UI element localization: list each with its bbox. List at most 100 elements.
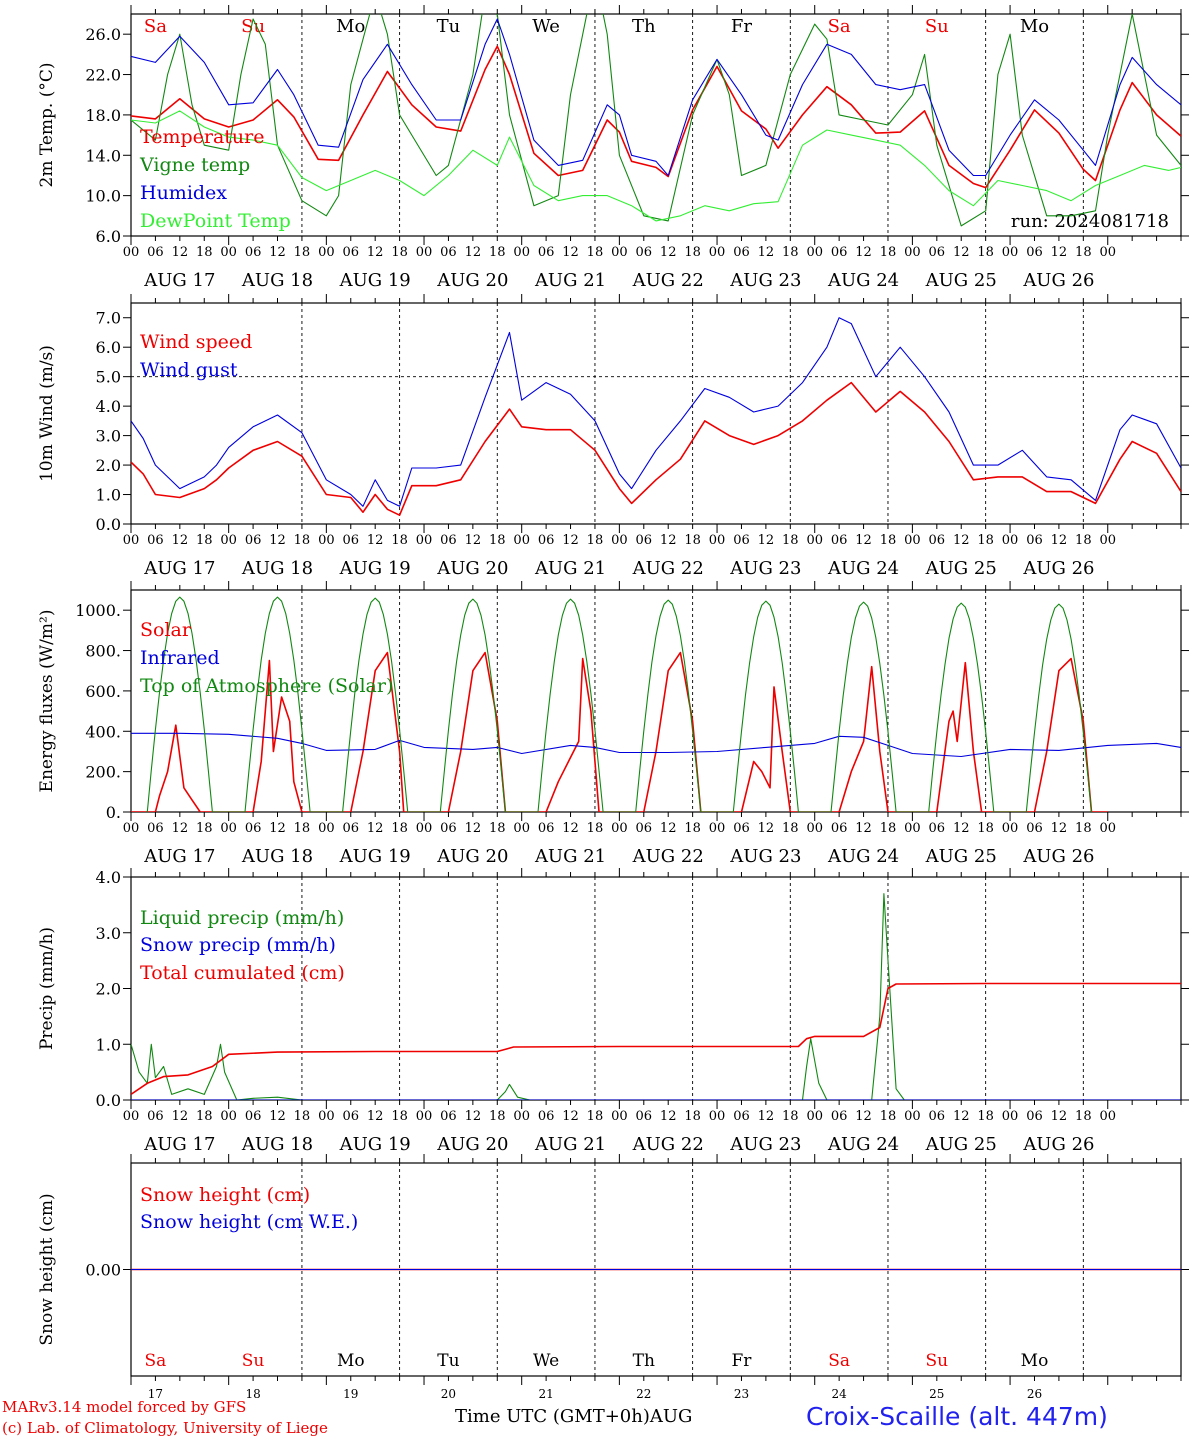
legend-snow-precip-mm-h: Snow precip (mm/h) (140, 934, 336, 956)
hour-label: 12 (855, 245, 872, 260)
hour-label: 00 (709, 245, 726, 260)
series-top-of-atmosphere-solar-line (146, 596, 1093, 812)
date-label: AUG 24 (827, 1134, 899, 1155)
hour-label: 18 (489, 821, 506, 836)
hour-label: 00 (416, 245, 433, 260)
hour-label: 06 (538, 533, 555, 548)
weekday-label: Sa (828, 16, 851, 37)
date-label: AUG 25 (925, 558, 997, 579)
hour-label: 12 (172, 1109, 189, 1124)
date-label: AUG 20 (436, 1134, 508, 1155)
hour-label: 00 (806, 1109, 823, 1124)
hour-label: 00 (1002, 821, 1019, 836)
hour-label: 12 (660, 533, 677, 548)
legend-snow-height-cm-w-e: Snow height (cm W.E.) (140, 1211, 358, 1233)
hour-label: 12 (660, 821, 677, 836)
hour-label: 00 (318, 1109, 335, 1124)
weekday-label: Th (632, 16, 656, 37)
hour-label: 12 (855, 533, 872, 548)
date-label: AUG 26 (1022, 846, 1094, 867)
hour-label: 06 (245, 533, 262, 548)
hour-label: 12 (367, 821, 384, 836)
date-label: AUG 21 (534, 558, 606, 579)
hour-label: 00 (416, 821, 433, 836)
legend-top-of-atmosphere-solar: Top of Atmosphere (Solar) (140, 675, 393, 697)
date-label: AUG 22 (632, 846, 704, 867)
panel-2: 0.0 1.0 2.0 3.0 4.0 5.0 6.0 7.0 10m Wind (m/s) 00… (37, 294, 1189, 579)
date-label: AUG 25 (925, 270, 997, 291)
series-wind-speed-line (131, 381, 1181, 516)
y-axis-title: 2m Temp. (°C) (37, 62, 57, 187)
hour-label: 06 (929, 821, 946, 836)
hour-label: 18 (684, 533, 701, 548)
date-label: AUG 18 (241, 558, 313, 579)
hour-label: 18 (294, 533, 311, 548)
hour-label: 12 (953, 245, 970, 260)
hour-label: 12 (1051, 245, 1068, 260)
hour-label: 06 (929, 245, 946, 260)
y-tick-label: 5.0 (96, 368, 121, 387)
date-label: AUG 20 (436, 270, 508, 291)
y-tick-label: 800. (85, 642, 121, 661)
date-label: AUG 26 (1022, 270, 1094, 291)
hour-label: 00 (1002, 533, 1019, 548)
hour-label: 18 (391, 533, 408, 548)
hour-label: 06 (636, 821, 653, 836)
y-tick-label: 400. (85, 722, 121, 741)
hour-label: 06 (733, 245, 750, 260)
hour-label: 00 (416, 1109, 433, 1124)
y-tick-label: 6.0 (96, 338, 121, 357)
hour-label: 00 (513, 245, 530, 260)
day-number-label: 23 (734, 1387, 749, 1401)
hour-label: 12 (269, 533, 286, 548)
weekday-label: Mo (1020, 16, 1049, 37)
hour-label: 00 (123, 245, 140, 260)
y-axis-title: Precip (mm/h) (37, 927, 57, 1050)
hour-label: 12 (953, 821, 970, 836)
day-number-label: 22 (636, 1387, 651, 1401)
hour-label: 00 (806, 821, 823, 836)
legend-vigne-temp: Vigne temp (139, 154, 250, 176)
series-group (131, 14, 1181, 227)
date-label: AUG 18 (241, 846, 313, 867)
date-label: AUG 19 (339, 270, 411, 291)
hour-label: 06 (1026, 1109, 1043, 1124)
hour-label: 00 (123, 1109, 140, 1124)
hour-label: 06 (733, 1109, 750, 1124)
day-number-label: 24 (831, 1387, 847, 1401)
panel-frame (130, 302, 1182, 525)
date-label: AUG 19 (339, 846, 411, 867)
hour-label: 06 (342, 533, 359, 548)
series-humidex-line (131, 18, 1181, 177)
hour-label: 18 (684, 1109, 701, 1124)
hour-label: 00 (220, 533, 237, 548)
model-credit: MARv3.14 model forced by GFS (2, 1398, 247, 1416)
hour-label: 06 (929, 533, 946, 548)
y-tick-label: 600. (85, 682, 121, 701)
hour-label: 06 (538, 245, 555, 260)
hour-label: 12 (855, 821, 872, 836)
hour-label: 06 (147, 1109, 164, 1124)
day-number-label: 21 (538, 1387, 553, 1401)
hour-label: 18 (1075, 1109, 1092, 1124)
hour-label: 12 (562, 821, 579, 836)
series-wind-gust-line (131, 317, 1181, 507)
hour-label: 06 (733, 821, 750, 836)
series-group (131, 596, 1181, 812)
weekday-label: Sa (145, 1351, 167, 1371)
hour-label: 18 (391, 821, 408, 836)
weekday-label: Th (633, 1351, 655, 1371)
panel-frame (130, 589, 1182, 813)
hour-label: 12 (367, 245, 384, 260)
hour-label: 18 (587, 245, 604, 260)
legend-infrared: Infrared (140, 647, 220, 669)
y-tick-label: 14.0 (85, 146, 121, 165)
hour-label: 06 (440, 821, 457, 836)
hour-label: 00 (806, 533, 823, 548)
hour-label: 06 (831, 533, 848, 548)
hour-label: 00 (123, 821, 140, 836)
hour-label: 18 (684, 245, 701, 260)
y-tick-label: 2.0 (96, 456, 121, 475)
y-tick-label: 22.0 (85, 66, 121, 85)
